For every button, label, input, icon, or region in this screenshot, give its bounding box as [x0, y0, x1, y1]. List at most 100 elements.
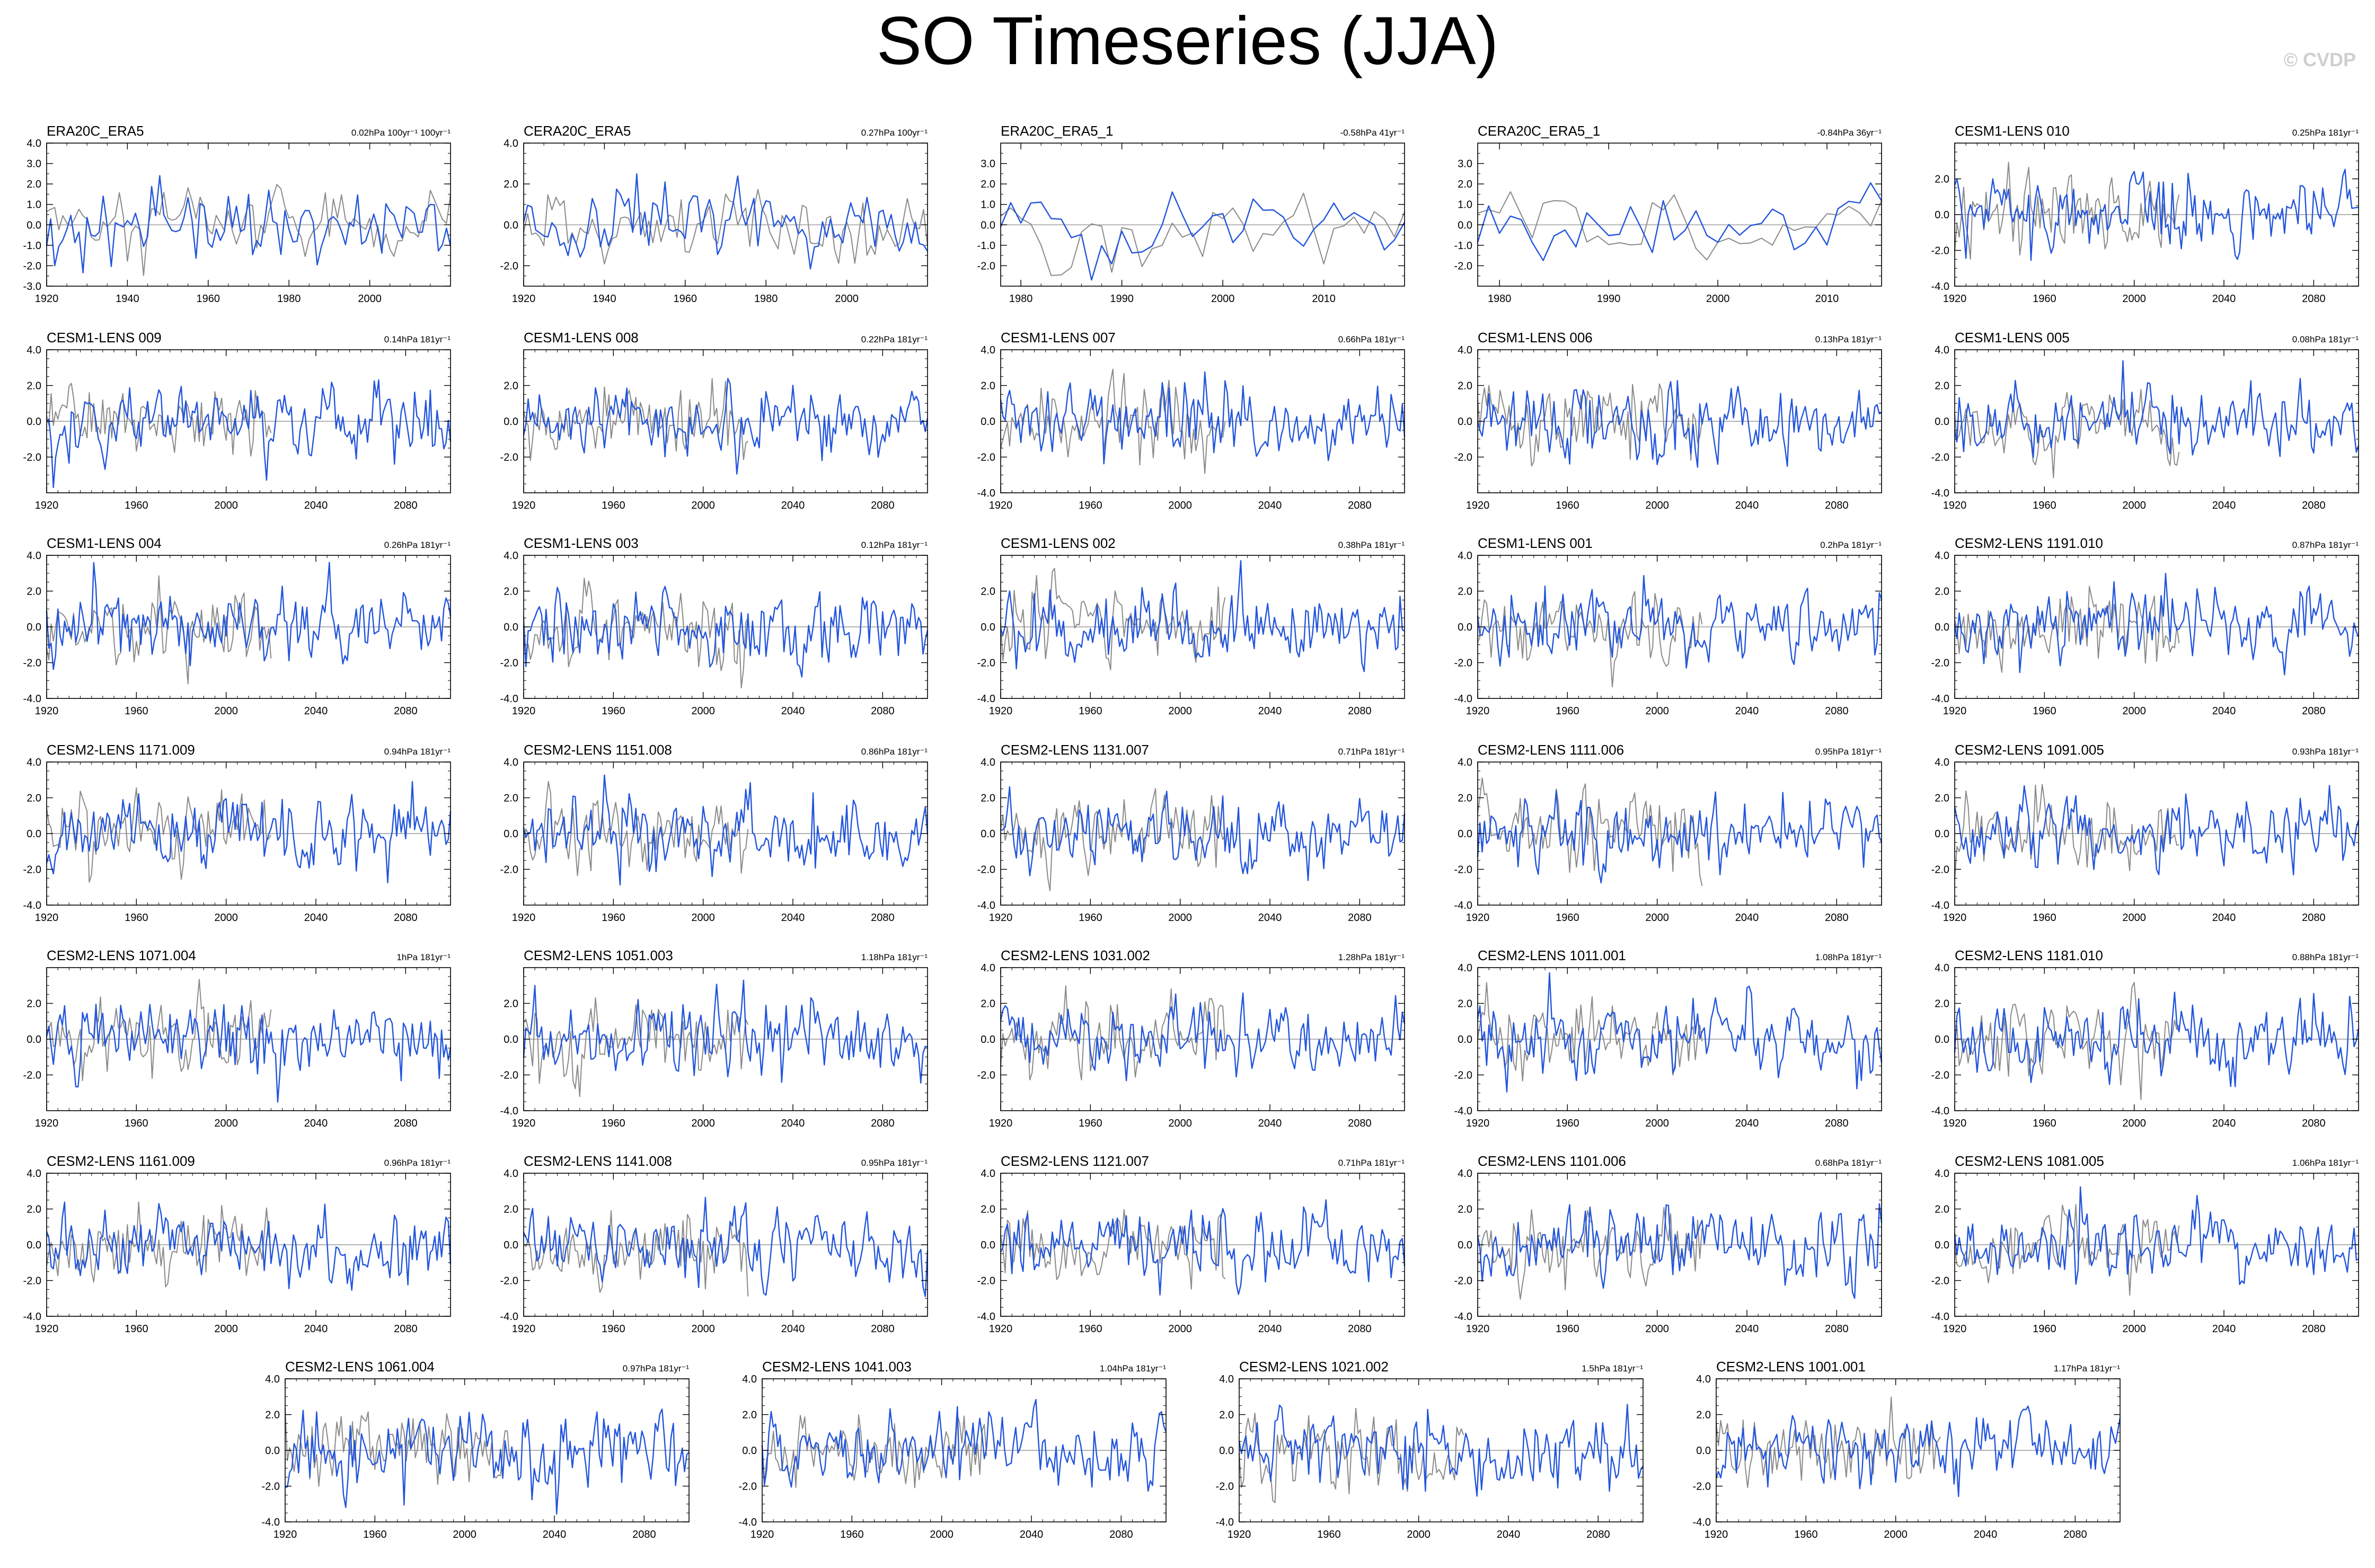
y-tick-label: -4.0 — [739, 1517, 757, 1528]
chart-panel: CESM2-LENS 1111.006 0.95hPa 181yr⁻¹ 1920 19… — [1454, 742, 1883, 924]
x-tick-label: 2080 — [1348, 912, 1372, 924]
model-series-line — [285, 1408, 690, 1515]
x-tick-label: 2000 — [2122, 500, 2146, 511]
x-tick-label: 2080 — [632, 1529, 656, 1540]
y-tick-label: 0.0 — [981, 828, 995, 840]
x-tick-label: 2000 — [214, 1118, 238, 1129]
x-tick-label: 2080 — [871, 1118, 895, 1129]
x-tick-label: 1940 — [116, 293, 139, 305]
y-tick-label: 0.0 — [27, 1239, 41, 1251]
x-tick-label: 1920 — [1705, 1529, 1728, 1540]
y-tick-label: 2.0 — [1935, 998, 1949, 1010]
y-tick-label: 1.0 — [27, 199, 41, 211]
x-tick-label: 1960 — [1556, 912, 1579, 924]
x-tick-label: 1990 — [1110, 293, 1134, 305]
y-tick-label: -2.0 — [262, 1481, 280, 1493]
model-series-line — [46, 1201, 452, 1291]
y-tick-label: 2.0 — [1458, 998, 1472, 1010]
model-series-line — [1954, 785, 2360, 876]
x-tick-label: 2080 — [2063, 1529, 2087, 1540]
x-tick-label: 1920 — [989, 500, 1013, 511]
y-tick-label: -4.0 — [1216, 1517, 1234, 1528]
model-series-line — [46, 379, 452, 489]
x-tick-label: 1990 — [1597, 293, 1621, 305]
trend-stat: 0.88hPa 181yr⁻¹ — [2292, 952, 2359, 962]
y-tick-label: -4.0 — [1931, 1311, 1949, 1323]
panel-title: CESM2-LENS 1151.008 — [524, 742, 672, 758]
y-tick-label: 2.0 — [504, 586, 518, 598]
x-tick-label: 1980 — [277, 293, 301, 305]
observed-series-line — [46, 575, 272, 685]
chart-panel: CESM2-LENS 1191.010 0.87hPa 181yr⁻¹ 1920 19… — [1931, 535, 2360, 717]
trend-stat: 0.38hPa 181yr⁻¹ — [1338, 540, 1405, 550]
x-tick-label: 2040 — [2212, 1118, 2236, 1129]
model-series-line — [1477, 380, 1882, 468]
y-tick-label: 2.0 — [27, 179, 41, 190]
y-tick-label: 4.0 — [742, 1374, 757, 1385]
x-tick-label: 1920 — [35, 500, 59, 511]
x-tick-label: 2000 — [2122, 1118, 2146, 1129]
y-tick-label: 4.0 — [1458, 1168, 1472, 1180]
x-tick-label: 1960 — [840, 1529, 864, 1540]
panel-title: ERA20C_ERA5 — [47, 123, 144, 139]
observed-series-line — [523, 378, 748, 461]
y-tick-label: 4.0 — [1696, 1374, 1711, 1385]
x-tick-label: 1960 — [2033, 1323, 2056, 1335]
y-tick-label: 0.0 — [742, 1445, 757, 1457]
y-tick-label: -4.0 — [977, 488, 995, 499]
trend-stat: 0.2hPa 181yr⁻¹ — [1820, 540, 1882, 550]
y-tick-label: -2.0 — [500, 1275, 518, 1287]
panel-title: CESM2-LENS 1191.010 — [1955, 535, 2103, 551]
panel-title: CESM1-LENS 006 — [1478, 330, 1593, 346]
x-tick-label: 1920 — [1943, 912, 1967, 924]
y-tick-label: 0.0 — [1458, 828, 1472, 840]
chart-panel: CESM1-LENS 003 0.12hPa 181yr⁻¹ 1920 1960 200… — [500, 535, 929, 717]
plot-frame — [523, 143, 928, 287]
model-series-line — [1477, 790, 1883, 884]
observed-series-line — [46, 787, 272, 883]
panel-title: CESM1-LENS 003 — [524, 535, 639, 551]
x-tick-label: 2040 — [2212, 705, 2236, 717]
trend-stat: 1hPa 181yr⁻¹ — [396, 952, 451, 962]
y-tick-label: 2.0 — [504, 179, 518, 190]
x-tick-label: 1960 — [1794, 1529, 1818, 1540]
model-series-line — [1954, 360, 2360, 458]
y-tick-label: 3.0 — [27, 158, 41, 170]
y-tick-label: -4.0 — [1693, 1517, 1711, 1528]
y-tick-label: 0.0 — [981, 1239, 995, 1251]
y-tick-label: 0.0 — [1458, 416, 1472, 428]
y-tick-label: -4.0 — [500, 693, 518, 705]
x-tick-label: 2040 — [2212, 500, 2236, 511]
x-tick-label: 2040 — [1974, 1529, 1998, 1540]
y-tick-label: 2.0 — [1935, 586, 1949, 598]
x-tick-label: 1960 — [1556, 705, 1579, 717]
panel-title: CESM2-LENS 1141.008 — [524, 1153, 672, 1169]
y-tick-label: -4.0 — [1931, 281, 1949, 293]
chart-panel: CESM2-LENS 1031.002 1.28hPa 181yr⁻¹ 1920 19… — [977, 947, 1406, 1129]
y-tick-label: 0.0 — [981, 416, 995, 428]
y-tick-label: -2.0 — [1693, 1481, 1711, 1493]
x-tick-label: 2000 — [1407, 1529, 1431, 1540]
trend-stat: 0.95hPa 181yr⁻¹ — [1815, 747, 1882, 757]
x-tick-label: 1960 — [125, 500, 148, 511]
chart-panel: CESM2-LENS 1151.008 0.86hPa 181yr⁻¹ 1920 19… — [500, 742, 929, 924]
trend-stat: 0.14hPa 181yr⁻¹ — [384, 334, 451, 344]
panel-title: CESM2-LENS 1111.006 — [1478, 742, 1624, 758]
observed-series-line — [523, 997, 749, 1097]
plot-frame — [46, 143, 451, 287]
y-tick-label: -4.0 — [1454, 1105, 1472, 1117]
panel-title: CESM1-LENS 007 — [1001, 330, 1116, 346]
x-tick-label: 2040 — [1258, 1323, 1282, 1335]
y-tick-label: 4.0 — [1219, 1374, 1234, 1385]
x-tick-label: 2080 — [1825, 1323, 1849, 1335]
y-tick-label: -2.0 — [500, 864, 518, 876]
cvdp-watermark: © CVDP — [2283, 49, 2356, 70]
trend-stat: 1.04hPa 181yr⁻¹ — [1100, 1363, 1167, 1374]
y-tick-label: -2.0 — [1454, 1275, 1472, 1287]
chart-panel: CESM2-LENS 1141.008 0.95hPa 181yr⁻¹ 1920 19… — [500, 1153, 929, 1335]
y-tick-label: 4.0 — [27, 1168, 41, 1180]
x-tick-label: 2080 — [394, 1323, 418, 1335]
chart-panel: CESM1-LENS 009 0.14hPa 181yr⁻¹ 1920 1960 200… — [23, 330, 452, 511]
observed-series-line — [1477, 191, 1882, 261]
x-tick-label: 1920 — [989, 1323, 1013, 1335]
